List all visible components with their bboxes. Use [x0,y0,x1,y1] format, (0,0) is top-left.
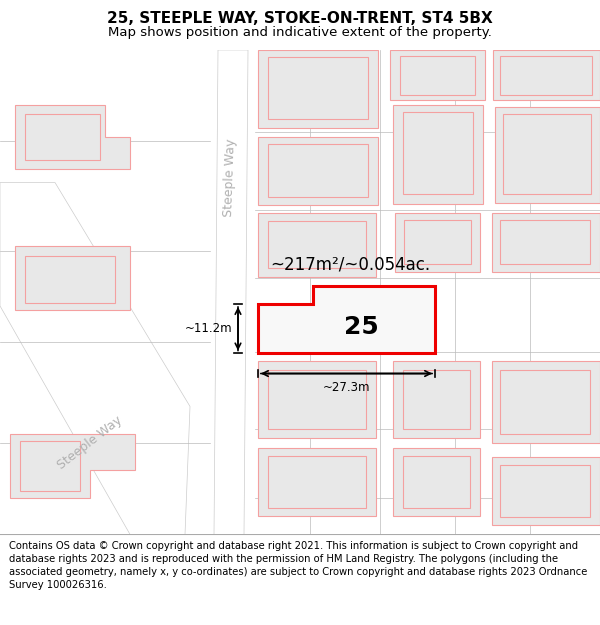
Bar [500,370,590,434]
Bar [404,220,471,264]
Text: ~217m²/~0.054ac.: ~217m²/~0.054ac. [270,256,430,274]
Text: 25, STEEPLE WAY, STOKE-ON-TRENT, ST4 5BX: 25, STEEPLE WAY, STOKE-ON-TRENT, ST4 5BX [107,11,493,26]
Text: ~27.3m: ~27.3m [323,381,370,394]
Bar [258,50,378,127]
Bar [395,213,480,272]
Text: Steeple Way: Steeple Way [222,139,238,218]
Polygon shape [258,286,435,353]
Bar [258,137,378,206]
Bar [400,56,475,95]
Bar [492,213,600,272]
Bar [403,370,470,429]
Polygon shape [15,105,130,169]
Bar [268,370,366,429]
Text: ~11.2m: ~11.2m [184,322,232,335]
Text: Steeple Way: Steeple Way [55,414,125,472]
Bar [403,112,473,194]
Bar [268,221,366,268]
Bar [492,361,600,443]
Bar [258,213,376,277]
Bar [268,144,368,197]
Text: Map shows position and indicative extent of the property.: Map shows position and indicative extent… [108,26,492,39]
Bar [268,58,368,119]
Text: 25: 25 [344,315,379,339]
Polygon shape [214,50,248,534]
Bar [500,56,592,95]
Bar [20,441,80,491]
Bar [493,50,600,100]
Bar [258,361,376,438]
Bar [258,448,376,516]
Bar [393,448,480,516]
Bar [15,246,130,311]
Bar [503,114,591,194]
Bar [25,114,100,159]
Bar [495,107,600,202]
Bar [390,50,485,100]
Bar [268,456,366,508]
Bar [403,456,470,508]
Text: Contains OS data © Crown copyright and database right 2021. This information is : Contains OS data © Crown copyright and d… [9,541,587,591]
Bar [25,256,115,303]
Bar [500,465,590,517]
Bar [393,105,483,204]
Bar [492,457,600,525]
Polygon shape [10,434,135,498]
Bar [393,361,480,438]
Polygon shape [0,182,190,534]
Bar [500,220,590,264]
